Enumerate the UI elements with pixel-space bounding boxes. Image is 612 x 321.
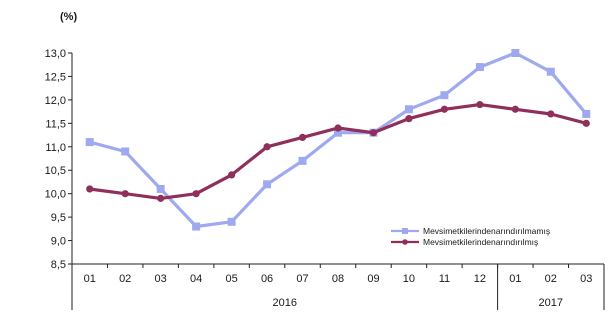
x-tick-label: 11: [439, 273, 450, 285]
x-tick-label: 03: [580, 273, 592, 285]
data-point: [334, 124, 342, 132]
legend-label: Mevsimetkilerindenarındırılmamış: [423, 226, 550, 236]
data-point: [547, 110, 555, 118]
x-axis: 01 02 03 04 05 06 07 08 09 10 11 12 01 02 03 2016 2017: [71, 263, 605, 310]
y-tick-label: 10,0: [45, 189, 66, 201]
x-tick-label: 07: [296, 273, 308, 285]
data-point: [298, 156, 307, 165]
legend-marker: [402, 228, 408, 234]
data-point: [298, 133, 307, 141]
data-point: [86, 185, 94, 193]
data-point: [156, 184, 165, 193]
x-tick-label: 09: [367, 273, 379, 285]
data-point: [192, 190, 200, 198]
data-point: [121, 190, 129, 198]
x-tick-label: 06: [261, 273, 273, 285]
data-point: [405, 115, 413, 123]
data-point: [369, 129, 378, 137]
legend-label: Mevsimetkilerindenarındırılmış: [423, 237, 538, 247]
series-line-2: [89, 102, 587, 200]
data-point: [157, 194, 165, 202]
x-tick-label: 01: [509, 273, 521, 285]
data-point: [192, 222, 201, 231]
x-tick-label: 12: [474, 273, 486, 285]
y-tick-label: 11,5: [45, 118, 66, 130]
data-point: [228, 171, 236, 179]
data-point: [440, 105, 448, 113]
x-tick-label: 02: [545, 273, 557, 285]
legend-marker: [402, 239, 408, 245]
y-tick-label: 8,5: [51, 259, 66, 271]
y-tick-label: 11,0: [45, 142, 66, 154]
y-axis: 8,5 9,0 9,5 10,0 10,5 11,0 11,5 12,0 12,5 13,0: [45, 48, 73, 271]
data-point: [85, 138, 94, 147]
x-tick-label: 04: [190, 273, 202, 285]
data-point: [546, 67, 555, 76]
data-point: [263, 143, 271, 151]
y-tick-label: 9,0: [51, 236, 66, 248]
x-tick-label: 02: [119, 273, 131, 285]
y-tick-label: 12,5: [45, 71, 66, 83]
y-tick-label: 13,0: [45, 48, 66, 60]
x-tick-label: 10: [403, 273, 415, 285]
data-point: [582, 119, 590, 127]
y-tick-label: 10,5: [45, 165, 66, 177]
year-label: 2016: [273, 297, 297, 309]
y-tick-label: 12,0: [45, 95, 66, 107]
data-point: [404, 105, 413, 114]
data-point: [334, 128, 342, 137]
x-tick-label: 01: [84, 273, 96, 285]
series-line-1: [89, 51, 588, 229]
series-layer: [85, 49, 591, 231]
data-point: [440, 91, 449, 100]
y-unit-label: (%): [60, 11, 77, 23]
x-tick-label: 08: [332, 273, 344, 285]
y-tick-label: 9,5: [51, 212, 66, 224]
data-point: [263, 180, 272, 189]
x-tick-label: 03: [155, 273, 167, 285]
year-label: 2017: [539, 297, 563, 309]
data-point: [511, 49, 520, 57]
legend: MevsimetkilerindenarındırılmamışMevsimet…: [391, 226, 550, 247]
x-tick-label: 05: [225, 273, 237, 285]
data-point: [475, 63, 484, 72]
data-point: [511, 105, 519, 113]
data-point: [582, 109, 591, 118]
data-point: [121, 147, 130, 156]
data-point: [476, 100, 484, 109]
data-point: [227, 217, 236, 226]
